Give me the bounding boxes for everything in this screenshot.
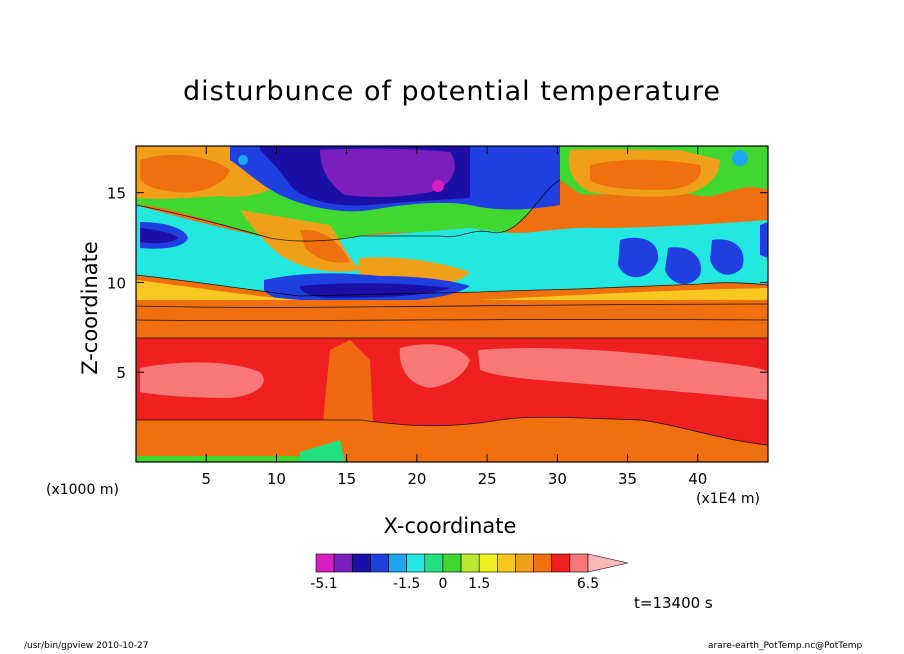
x-axis-label: X-coordinate <box>383 514 517 538</box>
colorbar-cell <box>370 553 389 573</box>
colorbar-cell <box>333 553 353 573</box>
colorbar-cell <box>497 553 516 573</box>
x-tick-label: 40 <box>688 470 707 488</box>
plot-frame <box>135 145 769 463</box>
x-tick-label: 20 <box>407 470 426 488</box>
y-tick-label: 10 <box>107 274 126 292</box>
x-axis-unit: (x1E4 m) <box>696 491 760 507</box>
y-tick-label: 15 <box>107 185 126 203</box>
x-tick-label: 35 <box>618 470 637 488</box>
colorbar-cell <box>406 553 426 573</box>
colorbar-cell <box>533 553 553 573</box>
x-tick-label: 10 <box>267 470 286 488</box>
y-tick-label: 5 <box>116 364 126 382</box>
colorbar-cell <box>478 553 498 573</box>
y-axis-ticks: 5 10 15 <box>107 185 768 382</box>
colorbar-cell <box>388 553 407 573</box>
colorbar-extend <box>587 553 629 573</box>
contour-field <box>136 146 768 462</box>
colorbar-cell <box>442 553 462 573</box>
colorbar <box>315 553 629 573</box>
colorbar-cell <box>569 553 589 573</box>
colorbar-label: 0 <box>438 576 447 592</box>
colorbar-cell <box>551 553 571 573</box>
colorbar-cell <box>515 553 534 573</box>
colorbar-label: -5.1 <box>310 576 337 592</box>
colorbar-label: 1.5 <box>468 576 490 592</box>
x-tick-label: 15 <box>337 470 356 488</box>
colorbar-cell <box>460 553 480 573</box>
chart-title: disturbunce of potential temperature <box>183 76 721 107</box>
footer-command: /usr/bin/gpview 2010-10-27 <box>24 641 149 651</box>
x-tick-label: 25 <box>478 470 497 488</box>
time-label: t=13400 s <box>634 594 713 612</box>
colorbar-cell <box>424 553 444 573</box>
colorbar-cell <box>351 553 371 573</box>
colorbar-label: 6.5 <box>577 576 599 592</box>
footer-source: arare-earth_PotTemp.nc@PotTemp <box>708 641 863 651</box>
colorbar-cell <box>315 553 335 573</box>
x-tick-label: 5 <box>201 470 211 488</box>
y-axis-unit: (x1000 m) <box>46 482 119 498</box>
x-tick-label: 30 <box>548 470 567 488</box>
x-axis-ticks: 5 10 15 20 25 30 35 40 <box>201 146 707 488</box>
colorbar-labels: -5.1 -1.5 0 1.5 6.5 <box>310 576 599 592</box>
colorbar-label: -1.5 <box>393 576 420 592</box>
